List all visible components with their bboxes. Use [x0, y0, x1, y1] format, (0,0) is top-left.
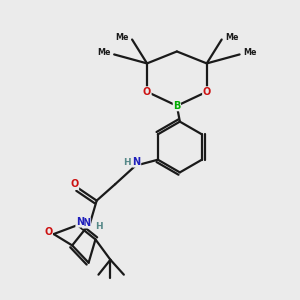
Text: O: O	[202, 87, 211, 97]
Text: H: H	[95, 222, 103, 231]
Text: Me: Me	[225, 33, 239, 42]
Text: Me: Me	[115, 33, 128, 42]
Text: N: N	[133, 157, 141, 167]
Text: H: H	[123, 158, 131, 166]
Text: B: B	[173, 101, 181, 111]
Text: Me: Me	[243, 48, 257, 57]
Text: O: O	[143, 87, 151, 97]
Text: N: N	[76, 217, 84, 227]
Text: Me: Me	[97, 48, 111, 57]
Text: N: N	[82, 218, 91, 228]
Text: O: O	[44, 227, 52, 237]
Text: O: O	[70, 179, 79, 190]
